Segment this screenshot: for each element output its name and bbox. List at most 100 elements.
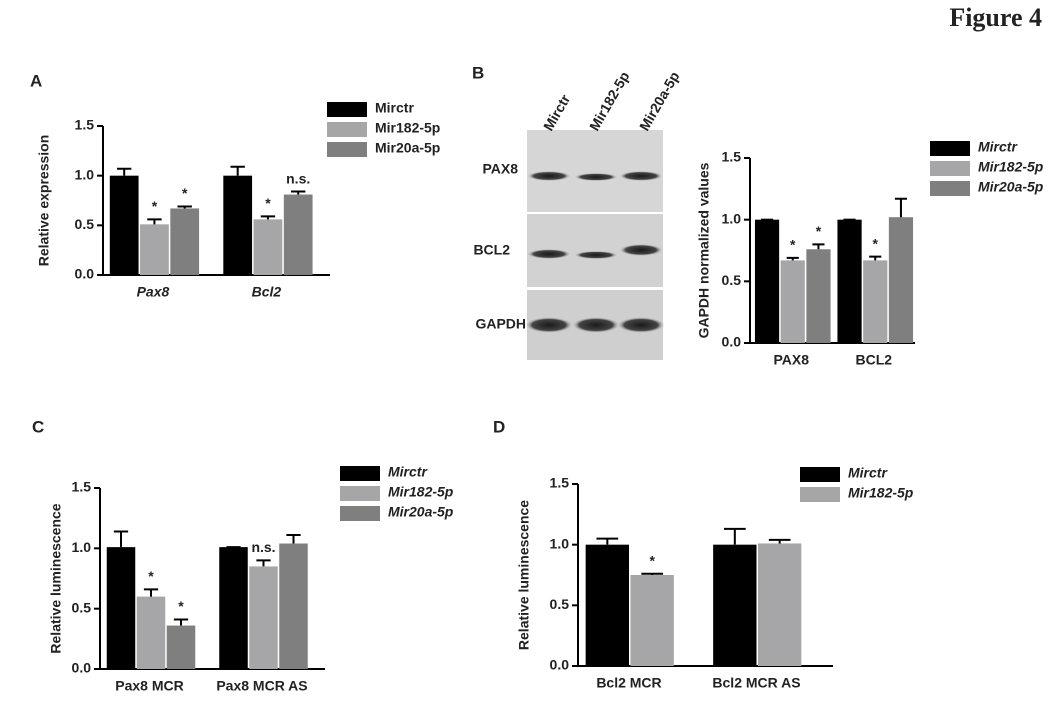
x-tick-label: Pax8 MCR	[115, 678, 183, 694]
legend-swatch	[800, 467, 840, 482]
bar	[713, 544, 757, 666]
y-tick-label: 0.0	[75, 266, 95, 282]
error-bar	[147, 218, 162, 225]
legend-swatch	[930, 161, 970, 176]
significance-label: *	[649, 552, 655, 568]
y-tick-label: 0.5	[72, 599, 92, 615]
significance-label: *	[790, 237, 796, 253]
error-bar	[260, 215, 276, 220]
y-tick-label: 1.5	[72, 479, 92, 495]
legend-label: Mirctr	[388, 464, 428, 480]
bar	[223, 175, 253, 275]
error-bar	[116, 167, 132, 176]
bar	[863, 260, 888, 343]
y-tick-label: 1.5	[550, 475, 570, 491]
legend-label: Mir182-5p	[848, 485, 914, 501]
panel-letter: C	[32, 417, 44, 436]
y-tick-label: 0.0	[722, 334, 742, 350]
x-tick-label: Bcl2 MCR AS	[712, 675, 800, 691]
legend-label: Mirctr	[978, 139, 1018, 155]
error-bar	[256, 559, 271, 567]
x-tick-label: Pax8	[137, 284, 170, 300]
panel-letter: B	[472, 63, 484, 82]
y-axis-label: GAPDH normalized values	[696, 162, 712, 338]
significance-label: *	[265, 195, 271, 211]
error-bar	[869, 255, 882, 261]
bar	[758, 543, 802, 666]
y-axis-label: Relative expression	[36, 135, 52, 267]
y-tick-label: 1.0	[75, 166, 95, 182]
lane-label: Mir20a-5p	[636, 69, 683, 134]
legend-swatch	[800, 487, 840, 502]
legend-swatch	[327, 122, 367, 137]
error-bar	[177, 205, 192, 209]
bar	[630, 575, 674, 666]
legend-label: Mir182-5p	[388, 484, 454, 500]
legend-swatch	[930, 141, 970, 156]
x-tick-label: Bcl2 MCR	[596, 675, 661, 691]
legend-label: Mir20a-5p	[388, 504, 454, 520]
x-tick-label: Pax8 MCR AS	[216, 678, 307, 694]
bar	[780, 260, 805, 343]
bar	[888, 217, 914, 343]
error-bar	[596, 537, 619, 545]
lane-label: Mir182-5p	[586, 69, 633, 134]
error-bar	[812, 243, 825, 250]
error-bar	[173, 618, 189, 626]
error-bar	[230, 165, 245, 176]
significance-label: *	[152, 198, 158, 214]
y-tick-label: 1.0	[72, 539, 92, 555]
legend-label: Mir182-5p	[375, 120, 440, 136]
error-bar	[723, 527, 746, 545]
y-tick-label: 0.0	[72, 660, 92, 676]
bar	[219, 547, 248, 669]
panel-letter: A	[30, 71, 42, 90]
error-bar	[768, 538, 791, 544]
y-tick-label: 1.5	[722, 149, 742, 165]
error-bar	[641, 572, 664, 575]
x-tick-label: Bcl2	[252, 284, 282, 300]
blot-row-label: BCL2	[473, 242, 510, 258]
blot-row-label: GAPDH	[475, 316, 526, 332]
bar	[136, 596, 166, 669]
legend-swatch	[327, 142, 367, 157]
x-tick-label: PAX8	[773, 352, 809, 368]
legend-label: Mir20a-5p	[375, 140, 440, 156]
y-axis-label: Relative luminescence	[48, 503, 64, 653]
x-tick-label: BCL2	[855, 352, 892, 368]
bar	[140, 224, 169, 275]
bar	[106, 547, 136, 669]
error-bar	[286, 534, 301, 544]
legend-swatch	[327, 102, 367, 117]
bar	[754, 219, 780, 343]
legend-label: Mir20a-5p	[978, 179, 1044, 195]
legend-swatch	[930, 181, 970, 196]
bar	[109, 175, 139, 275]
error-bar	[291, 190, 306, 195]
y-tick-label: 0.5	[722, 272, 742, 288]
legend-label: Mirctr	[848, 465, 888, 481]
bar	[170, 208, 200, 275]
error-bar	[143, 588, 159, 597]
bar	[837, 219, 862, 343]
y-tick-label: 0.5	[75, 216, 95, 232]
y-tick-label: 1.5	[75, 117, 95, 133]
significance-label: n.s.	[251, 539, 275, 555]
bar	[253, 219, 283, 275]
y-tick-label: 0.5	[550, 596, 570, 612]
bar	[166, 625, 196, 669]
western-blot: PAX8 BCL2 GAPDH Mirctr Mir182-5p Mir20a-…	[473, 69, 682, 360]
legend-swatch	[340, 486, 380, 501]
legend-label: Mirctr	[375, 100, 414, 116]
bar	[806, 249, 831, 343]
legend-swatch	[340, 466, 380, 481]
lane-label: Mirctr	[540, 91, 574, 133]
error-bar	[786, 256, 799, 261]
bar	[279, 543, 308, 669]
bar	[249, 566, 278, 669]
bar	[585, 544, 629, 666]
y-tick-label: 0.0	[550, 657, 570, 673]
figure-title: Figure 4	[949, 3, 1042, 32]
legend-label: Mir182-5p	[978, 159, 1044, 175]
error-bar	[894, 197, 907, 218]
